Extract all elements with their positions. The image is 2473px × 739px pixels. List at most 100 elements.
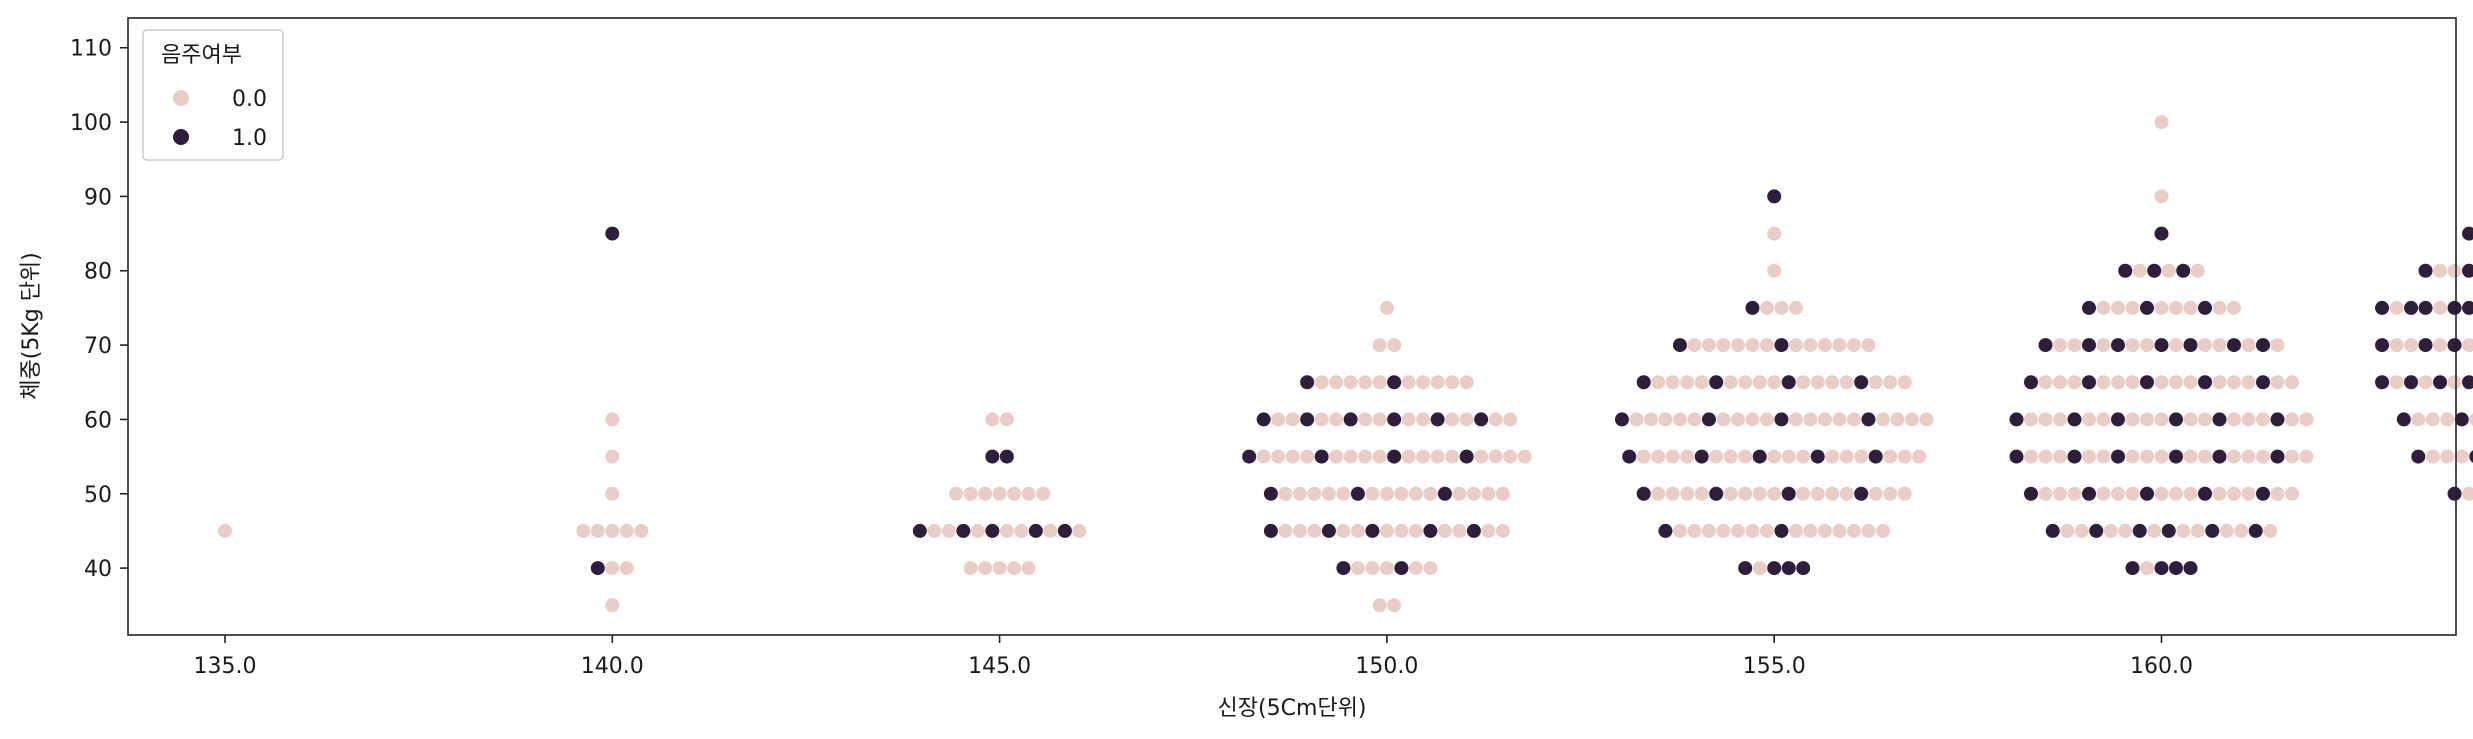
point-150.0-60-hue1 (1430, 412, 1445, 427)
point-160.0-55-hue1 (2111, 449, 2125, 464)
point-160.0-60-hue0 (2299, 412, 2314, 427)
point-155.0-40-hue1 (1767, 561, 1782, 576)
point-160.0-65-hue1 (2024, 375, 2038, 390)
point-155.0-65-hue0 (1825, 375, 1840, 390)
point-160.0-65-hue0 (2125, 375, 2140, 390)
x-tick-label-140.0: 140.0 (581, 654, 644, 679)
point-150.0-65-hue1 (1387, 375, 1402, 390)
point-150.0-55-hue0 (1285, 449, 1300, 464)
point-150.0-55-hue0 (1358, 449, 1373, 464)
point-160.0-100-hue0 (2154, 115, 2169, 130)
point-160.0-45-hue0 (2147, 523, 2162, 538)
legend-title: 음주여부 (161, 43, 242, 68)
point-155.0-40-hue1 (1796, 561, 1811, 576)
point-160.0-50-hue1 (2082, 486, 2096, 501)
point-140.0-40-hue0 (619, 561, 634, 576)
point-150.0-60-hue1 (1474, 412, 1489, 427)
point-155.0-50-hue0 (1694, 486, 1709, 501)
point-160.0-65-hue0 (2270, 375, 2285, 390)
point-160.0-65-hue0 (2154, 375, 2169, 390)
point-160.0-45-hue1 (2161, 523, 2176, 538)
point-150.0-50-hue0 (1423, 486, 1438, 501)
point-155.0-50-hue0 (1796, 486, 1811, 501)
point-165.0-60-hue0 (2411, 412, 2426, 427)
point-140.0-55-hue0 (605, 449, 620, 464)
point-160.0-80-hue1 (2176, 263, 2191, 278)
point-150.0-60-hue0 (1459, 412, 1474, 427)
point-160.0-85-hue1 (2154, 226, 2169, 241)
point-160.0-55-hue0 (2125, 449, 2140, 464)
point-150.0-45-hue1 (1423, 523, 1438, 538)
point-160.0-75-hue0 (2125, 300, 2140, 315)
point-145.0-45-hue1 (912, 523, 927, 538)
point-155.0-45-hue0 (1759, 523, 1774, 538)
point-160.0-45-hue0 (2176, 523, 2191, 538)
point-150.0-55-hue0 (1343, 449, 1358, 464)
point-155.0-45-hue0 (1861, 523, 1876, 538)
point-165.0-75-hue1 (2375, 300, 2390, 315)
point-155.0-55-hue0 (1723, 449, 1738, 464)
point-155.0-40-hue1 (1781, 561, 1796, 576)
point-160.0-65-hue0 (2038, 375, 2053, 390)
point-160.0-70-hue0 (2212, 338, 2227, 353)
point-145.0-55-hue1 (999, 449, 1014, 464)
point-160.0-70-hue0 (2169, 338, 2183, 353)
point-145.0-45-hue1 (1057, 523, 1072, 538)
point-160.0-50-hue0 (2067, 486, 2082, 501)
point-165.0-70-hue0 (2404, 338, 2419, 353)
point-145.0-45-hue0 (927, 523, 942, 538)
point-155.0-75-hue0 (1788, 300, 1803, 315)
legend-label-0: 0.0 (232, 87, 267, 112)
point-160.0-60-hue0 (2053, 412, 2067, 427)
point-165.0-65-hue0 (2447, 375, 2462, 390)
point-160.0-60-hue0 (2198, 412, 2212, 427)
point-150.0-55-hue0 (1416, 449, 1431, 464)
point-160.0-50-hue0 (2212, 486, 2227, 501)
point-160.0-50-hue0 (2169, 486, 2183, 501)
point-150.0-40-hue0 (1423, 561, 1438, 576)
point-160.0-50-hue1 (2024, 486, 2038, 501)
point-165.0-60-hue1 (2454, 412, 2469, 427)
point-155.0-55-hue1 (1622, 449, 1637, 464)
point-150.0-50-hue0 (1292, 486, 1307, 501)
point-140.0-85-hue1 (605, 226, 620, 241)
point-150.0-55-hue0 (1517, 449, 1532, 464)
point-150.0-40-hue0 (1365, 561, 1380, 576)
point-160.0-55-hue1 (2067, 449, 2082, 464)
point-155.0-85-hue0 (1767, 226, 1782, 241)
x-tick-label-135.0: 135.0 (194, 654, 257, 679)
point-160.0-75-hue0 (2154, 300, 2169, 315)
point-155.0-60-hue0 (1832, 412, 1847, 427)
point-150.0-55-hue1 (1314, 449, 1329, 464)
point-165.0-60-hue0 (2469, 413, 2473, 426)
point-150.0-50-hue0 (1365, 486, 1380, 501)
point-160.0-70-hue0 (2096, 338, 2111, 353)
point-160.0-65-hue1 (2256, 375, 2270, 390)
point-160.0-50-hue0 (2241, 486, 2256, 501)
point-165.0-50-hue0 (2462, 486, 2473, 501)
point-160.0-45-hue1 (2045, 523, 2060, 538)
point-165.0-50-hue1 (2447, 486, 2462, 501)
plot-frame (127, 17, 2457, 636)
y-tick-label-100: 100 (70, 111, 112, 136)
point-155.0-55-hue1 (1694, 449, 1709, 464)
point-150.0-60-hue0 (1285, 412, 1300, 427)
point-150.0-50-hue0 (1336, 486, 1351, 501)
point-165.0-75-hue1 (2404, 300, 2419, 315)
point-155.0-55-hue0 (1825, 449, 1840, 464)
point-150.0-60-hue1 (1300, 412, 1315, 427)
point-155.0-55-hue0 (1912, 449, 1927, 464)
point-155.0-55-hue0 (1651, 449, 1666, 464)
point-155.0-60-hue0 (1629, 412, 1644, 427)
point-155.0-55-hue0 (1897, 449, 1912, 464)
point-150.0-65-hue0 (1401, 375, 1416, 390)
point-155.0-65-hue0 (1897, 375, 1912, 390)
point-160.0-60-hue0 (2154, 412, 2169, 427)
point-155.0-65-hue0 (1796, 375, 1811, 390)
point-155.0-45-hue0 (1716, 523, 1731, 538)
point-155.0-50-hue0 (1723, 486, 1738, 501)
point-155.0-45-hue0 (1730, 523, 1745, 538)
point-150.0-45-hue1 (1263, 523, 1278, 538)
